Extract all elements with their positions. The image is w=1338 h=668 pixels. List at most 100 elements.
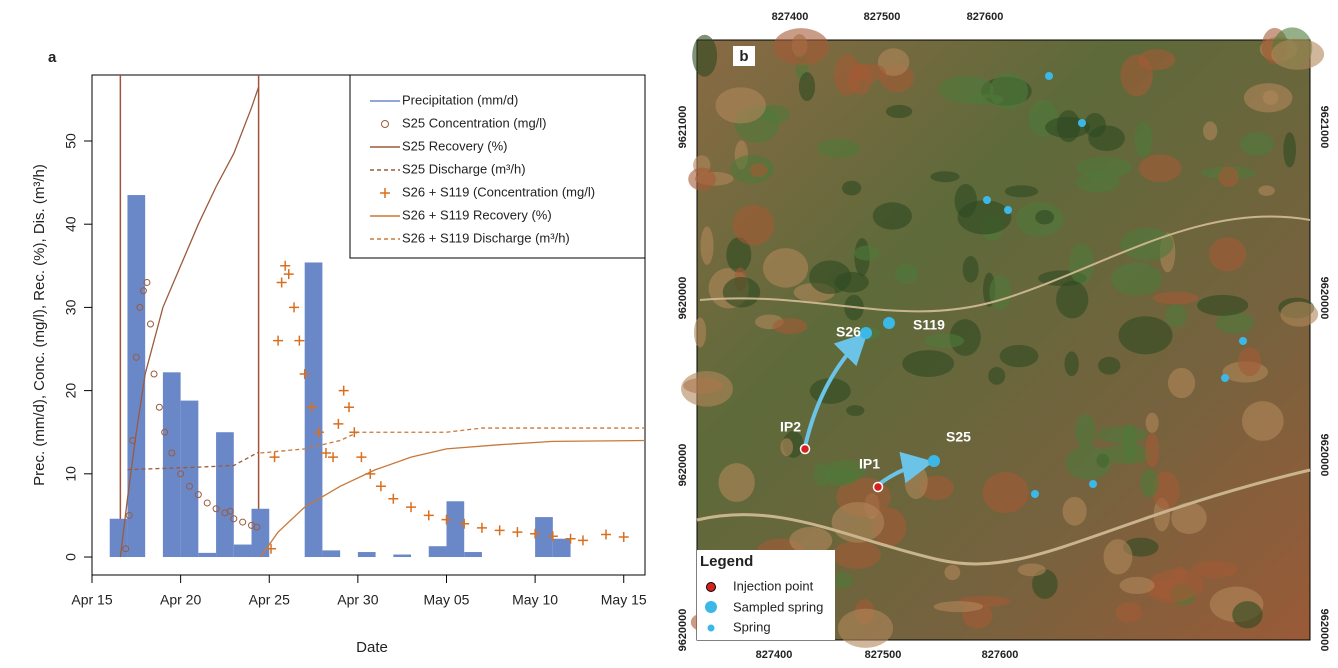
map-tick: 827500: [864, 11, 901, 23]
point: [253, 523, 261, 531]
vegetation-patch: [1218, 166, 1239, 188]
map-tick: 9621000: [677, 106, 689, 149]
spring: [1239, 337, 1247, 345]
point: [136, 303, 144, 311]
vegetation-patch: [962, 255, 979, 283]
site-label: IP1: [859, 456, 880, 472]
point: [328, 452, 339, 463]
vegetation-patch: [749, 163, 768, 178]
panel-label: b: [739, 48, 748, 65]
vegetation-patch: [1103, 539, 1133, 575]
vegetation-patch: [780, 438, 794, 457]
road: [699, 215, 1311, 313]
point: [459, 518, 470, 529]
legend-symbol: [705, 601, 717, 613]
site-label: S26: [836, 324, 861, 340]
vegetation-patch: [1004, 185, 1039, 198]
line: [259, 439, 646, 558]
legend-item: Injection point: [733, 578, 814, 593]
line: [119, 86, 260, 558]
vegetation-patch: [722, 276, 761, 308]
vegetation-patch: [902, 350, 955, 377]
vegetation-patch: [949, 319, 981, 356]
vegetation-patch: [852, 63, 887, 82]
map-b: b 827400 827500 827600 827400 827500 827…: [677, 11, 1330, 661]
site-label: IP2: [780, 419, 801, 435]
bar: [535, 517, 553, 558]
vegetation-patch: [846, 405, 865, 416]
map-tick: 827500: [865, 649, 902, 661]
point: [338, 385, 349, 396]
vegetation-patch: [1056, 280, 1089, 319]
map-tick: 9620000: [677, 444, 689, 487]
vegetation-patch: [1239, 132, 1275, 156]
vegetation-patch: [1065, 446, 1112, 480]
vegetation-patch: [1208, 237, 1247, 272]
vegetation-patch: [817, 138, 860, 159]
bar: [446, 501, 465, 558]
legend-symbol: [380, 188, 390, 198]
vegetation-patch: [1258, 185, 1275, 196]
flow-arrow: [876, 451, 934, 487]
vegetation-patch: [1140, 468, 1159, 498]
map-tick: 827400: [756, 649, 793, 661]
vegetation-patch: [1118, 316, 1173, 355]
vegetation-patch: [1215, 311, 1255, 335]
point: [212, 505, 220, 513]
point: [494, 525, 505, 536]
vegetation-patch: [688, 167, 716, 191]
point: [273, 335, 284, 346]
point: [146, 320, 154, 328]
point: [441, 514, 452, 525]
point: [168, 449, 176, 457]
legend-label: S25 Concentration (mg/l): [402, 115, 547, 130]
point: [143, 278, 151, 286]
point: [276, 277, 287, 288]
vegetation-patch: [1076, 156, 1132, 179]
vegetation-patch: [933, 601, 984, 613]
vegetation-patch: [837, 608, 894, 648]
point: [289, 302, 300, 313]
point: [565, 533, 576, 544]
vegetation-patch: [1138, 154, 1182, 183]
y-axis-label: Prec. (mm/d), Conc. (mg/l), Rec. (%), Di…: [31, 164, 48, 486]
point: [406, 502, 417, 513]
vegetation-patch: [1203, 121, 1218, 141]
vegetation-patch: [853, 245, 881, 261]
bar: [216, 432, 234, 558]
road: [696, 468, 1311, 566]
legend-label: S25 Discharge (m³/h): [402, 161, 526, 176]
vegetation-patch: [1152, 471, 1180, 510]
vegetation-patch: [1122, 423, 1138, 462]
vegetation-patch: [1232, 601, 1263, 629]
site-label: S119: [913, 317, 945, 333]
vegetation-patch: [700, 226, 714, 265]
point: [333, 418, 344, 429]
vegetation-patch: [1096, 425, 1148, 444]
point: [306, 402, 317, 413]
vegetation-patch: [930, 171, 960, 183]
point: [239, 518, 247, 526]
vegetation-patch: [825, 459, 866, 483]
bar: [251, 508, 270, 558]
legend-label: S26 + S119 Discharge (m³/h): [402, 230, 570, 245]
vegetation-patch: [1137, 49, 1176, 71]
point: [423, 510, 434, 521]
point: [132, 353, 140, 361]
point: [299, 368, 310, 379]
vegetation-patch: [1238, 347, 1262, 377]
bar: [552, 538, 571, 558]
vegetation-patch: [1171, 502, 1207, 534]
vegetation-patch: [1152, 291, 1199, 305]
point: [203, 499, 211, 507]
spring: [1078, 119, 1086, 127]
vegetation-patch: [1197, 294, 1249, 316]
vegetation-patch: [732, 204, 775, 246]
map-tick: 827600: [967, 11, 1004, 23]
x-tick-label: Apr 30: [337, 592, 378, 608]
bar: [304, 262, 323, 558]
injection-point: [799, 443, 811, 455]
point: [161, 428, 169, 436]
spring: [1031, 490, 1039, 498]
